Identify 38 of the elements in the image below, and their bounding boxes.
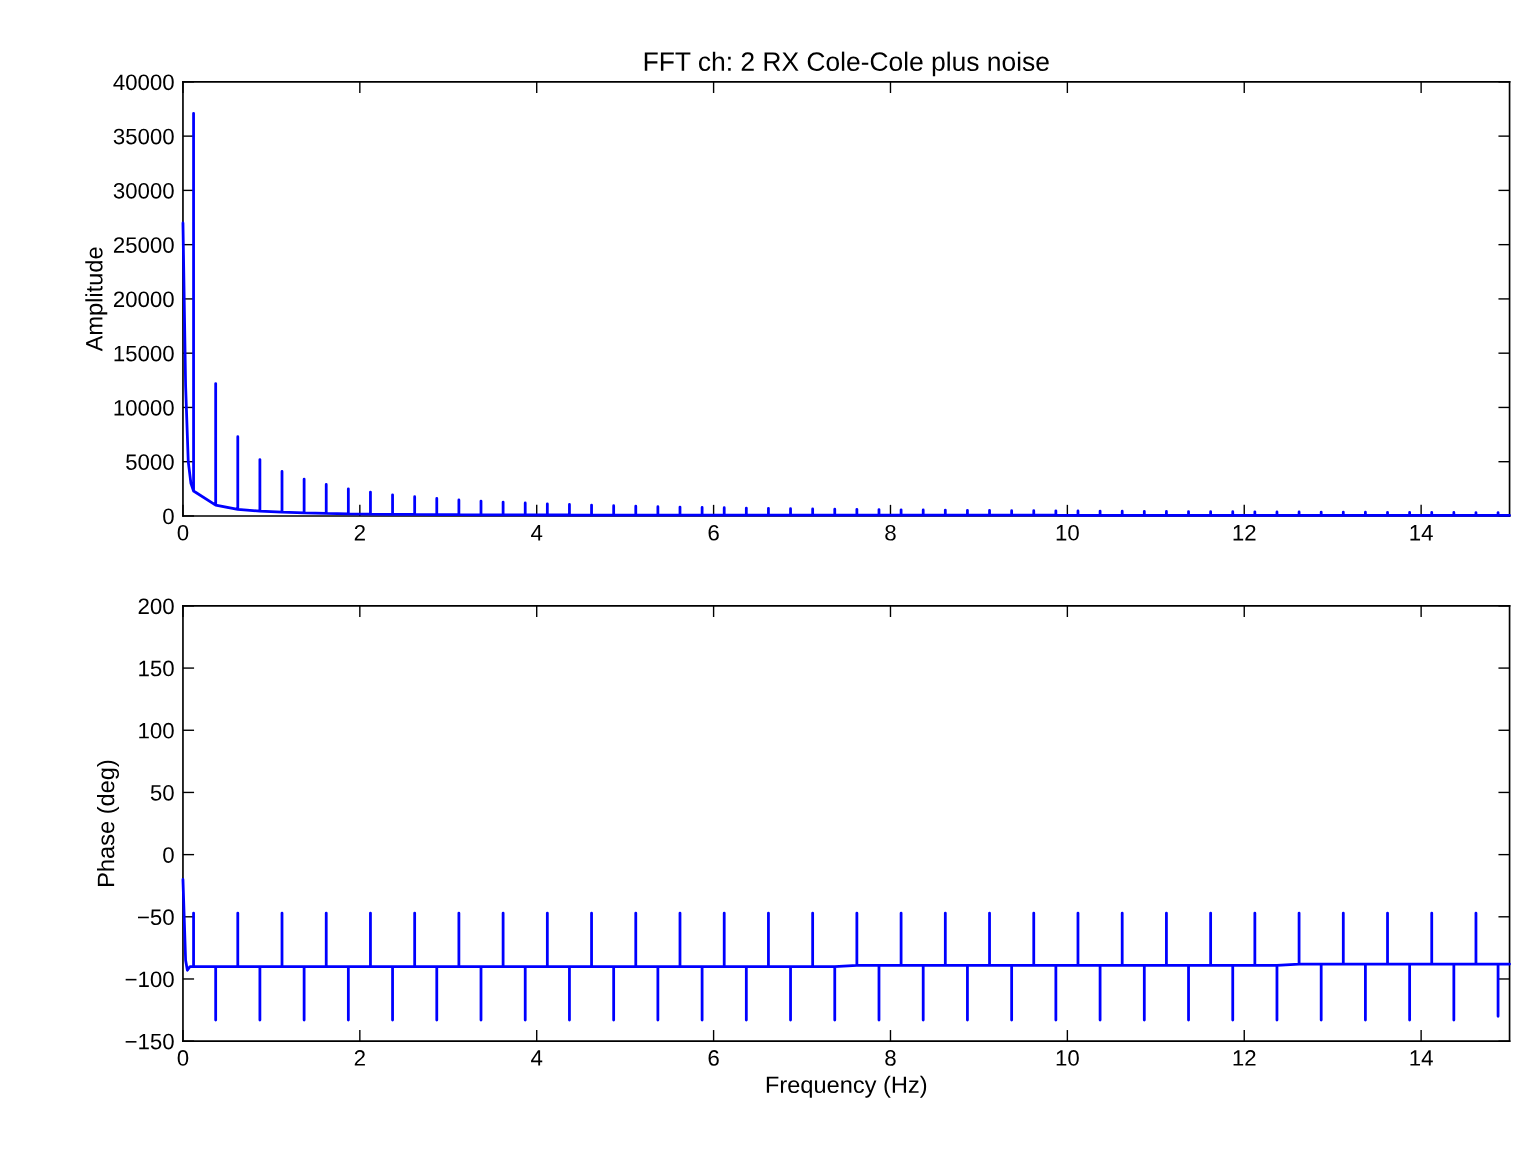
y-tick-label: 15000	[114, 345, 174, 362]
y-tick-label: 150	[139, 660, 174, 677]
y-tick-label: 0	[163, 508, 174, 525]
y-tick-label: 5000	[126, 454, 174, 470]
line-series	[181, 878, 1511, 1022]
x-tick-label: 2	[354, 524, 365, 541]
y-tick-label: 0	[163, 847, 174, 863]
y-axis-title: Amplitude	[85, 247, 108, 352]
y-tick-label: −50	[138, 909, 174, 926]
x-tick-label: 10	[1056, 524, 1079, 541]
x-tick-label: 0	[177, 524, 189, 541]
y-tick-label: 20000	[113, 291, 174, 308]
x-tick-label: 14	[1410, 525, 1433, 541]
y-axis-title: Phase (deg)	[97, 760, 120, 886]
y-tick-label: 50	[150, 784, 174, 801]
x-tick-label: 4	[531, 525, 543, 541]
y-tick-label: 200	[138, 598, 174, 615]
y-tick-label: −150	[125, 1033, 174, 1050]
x-axis-title: Frequency (Hz)	[766, 1075, 927, 1098]
x-tick-label: 6	[708, 1050, 719, 1066]
y-tick-label: −100	[125, 971, 174, 988]
x-tick-label: 12	[1233, 524, 1256, 541]
x-tick-label: 4	[531, 1050, 543, 1066]
x-tick-label: 14	[1410, 1050, 1433, 1066]
y-tick-label: 35000	[113, 128, 174, 145]
y-tick-label: 40000	[113, 74, 174, 91]
x-tick-label: 8	[885, 1050, 896, 1066]
x-tick-label: 6	[708, 524, 719, 541]
y-tick-label: 10000	[114, 399, 174, 416]
x-tick-label: 0	[177, 1050, 189, 1066]
x-tick-label: 12	[1233, 1050, 1256, 1066]
y-tick-label: 30000	[113, 182, 174, 199]
chart-title: FFT ch: 2 RX Cole-Cole plus noise	[644, 51, 1049, 77]
y-tick-label: 100	[139, 722, 174, 739]
x-tick-label: 10	[1056, 1050, 1079, 1066]
y-tick-label: 25000	[113, 237, 174, 253]
x-tick-label: 2	[354, 1050, 365, 1066]
x-tick-label: 8	[885, 524, 896, 541]
